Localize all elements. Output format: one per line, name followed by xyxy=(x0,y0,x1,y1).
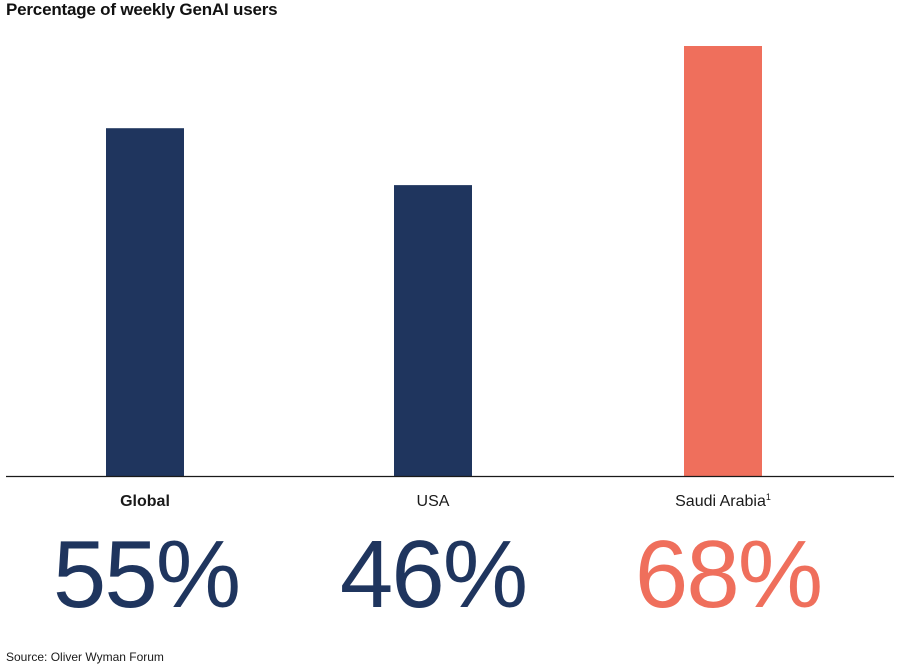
source-note: Source: Oliver Wyman Forum xyxy=(6,650,164,664)
bar-saudi-arabia xyxy=(684,46,762,476)
category-label-usa: USA xyxy=(313,493,553,511)
category-label-global: Global xyxy=(25,493,265,511)
footnote-marker: 1 xyxy=(765,492,771,502)
category-label-usa-text: USA xyxy=(416,493,450,510)
value-label-global: 55% xyxy=(52,521,241,628)
value-label-saudi-arabia: 68% xyxy=(634,521,823,628)
chart-title: Percentage of weekly GenAI users xyxy=(6,0,278,19)
value-label-usa: 46% xyxy=(339,521,528,628)
bar-usa xyxy=(394,185,472,476)
category-label-saudi-arabia-text: Saudi Arabia xyxy=(675,493,766,510)
category-label-global-text: Global xyxy=(120,493,170,510)
category-label-saudi-arabia: Saudi Arabia1 xyxy=(603,492,843,511)
bar-global xyxy=(106,128,184,477)
